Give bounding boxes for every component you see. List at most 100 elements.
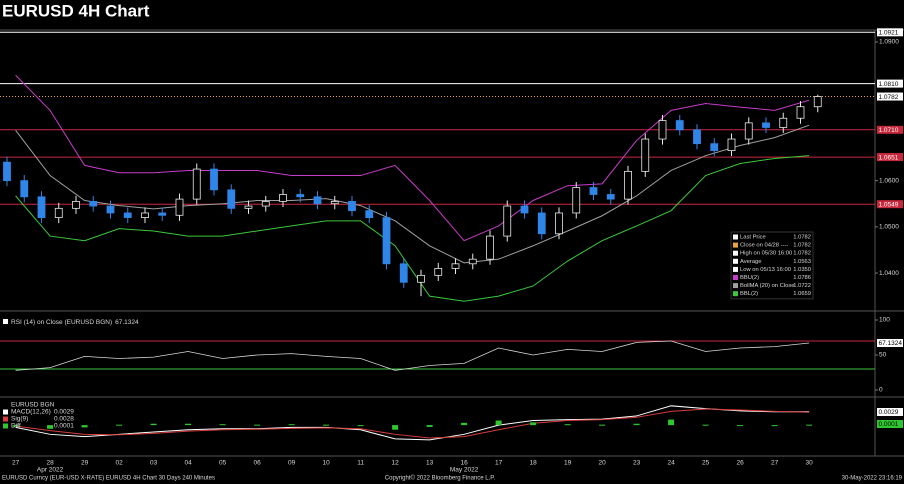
x-tick-label: 10 — [322, 460, 330, 467]
legend-label: BBL(2) — [740, 291, 758, 297]
diff-bar — [219, 424, 226, 426]
panel-title: EURUSD BGN — [11, 402, 55, 409]
diff-bar — [185, 423, 192, 426]
x-tick-label: 02 — [115, 460, 123, 467]
legend-label: Low on 05/13 16:00 — [740, 267, 791, 273]
x-tick-label: 28 — [46, 460, 54, 467]
level-label: 1.0921 — [879, 30, 899, 37]
candle-body — [434, 268, 443, 276]
x-tick-label: 29 — [81, 460, 89, 467]
last-value-label-box — [877, 408, 903, 416]
x-group-label: Apr 2022 — [37, 467, 64, 474]
diff-bar — [323, 424, 330, 426]
diff-bar — [254, 424, 261, 426]
diff-bar — [668, 419, 675, 426]
level-label: 1.0782 — [879, 94, 899, 101]
candle-body — [417, 274, 425, 283]
candle-body — [279, 194, 287, 202]
level-label: 1.0810 — [879, 81, 899, 88]
legend-swatch — [733, 250, 738, 256]
legend-swatch — [3, 423, 8, 429]
candle-body — [710, 143, 719, 151]
y-tick-label: 50 — [879, 352, 887, 359]
candle-body — [399, 263, 408, 283]
level-label: 1.0710 — [879, 127, 899, 134]
diff-bar — [357, 425, 364, 427]
candle-body — [20, 180, 29, 198]
y-tick-label: 100 — [879, 317, 890, 324]
y-tick-label: 1.0600 — [879, 177, 899, 184]
band-line — [15, 74, 810, 242]
footer-right: 30-May-2022 23:16:19 — [842, 476, 903, 482]
legend-value: 0.0001 — [54, 423, 74, 430]
diff-bar — [150, 423, 157, 426]
x-tick-label: 16 — [460, 460, 468, 467]
y-tick-label: 1.0500 — [879, 224, 899, 231]
diff-bar — [81, 425, 88, 428]
legend-swatch — [733, 242, 738, 248]
legend-label: Diff — [11, 423, 21, 430]
footer-center: Copyright© 2022 Bloomberg Finance L.P. — [385, 475, 496, 482]
candle-body — [106, 205, 115, 214]
legend-box — [730, 231, 814, 300]
candle-body — [641, 138, 650, 172]
candle-body — [37, 196, 46, 218]
legend-value: 1.0782 — [793, 243, 811, 249]
candle-body — [330, 201, 339, 205]
diff-bar — [426, 425, 433, 427]
macd-line — [15, 405, 810, 441]
legend-value: 1.0563 — [793, 259, 811, 265]
candle-body — [658, 120, 667, 140]
diff-bar — [495, 420, 502, 426]
candle-body — [89, 201, 98, 207]
candle-body — [123, 212, 132, 218]
candle-body — [72, 201, 80, 209]
legend-swatch — [733, 291, 738, 297]
level-label-box — [877, 125, 903, 134]
candle-body — [468, 258, 477, 265]
panel-frames — [0, 29, 904, 457]
legend-swatch — [733, 234, 738, 240]
candle-body — [503, 205, 512, 237]
band-line — [15, 124, 810, 264]
diff-bar — [116, 424, 123, 426]
last-value-label: 0.0029 — [879, 409, 899, 416]
y-tick-label: 1.0400 — [879, 270, 899, 277]
last-value-label: 67.1324 — [879, 340, 903, 347]
candle-body — [589, 187, 598, 195]
last-value-label-box — [877, 339, 903, 348]
legend-value: 1.0782 — [793, 235, 811, 241]
last-value-label-box — [877, 420, 903, 428]
candle-body — [227, 189, 236, 209]
legend-label: Last Price — [740, 235, 766, 241]
diff-bar — [530, 422, 537, 426]
chart-title: EURUSD 4H Chart — [2, 1, 150, 20]
candle-body — [486, 235, 494, 260]
legend-label: Average — [740, 259, 762, 265]
candle-body — [348, 201, 356, 212]
candle-body — [210, 168, 218, 191]
candle-body — [261, 201, 270, 207]
legend-swatch — [733, 283, 738, 289]
x-tick-label: 30 — [805, 460, 813, 467]
candle-body — [572, 187, 581, 214]
x-tick-label: 24 — [667, 460, 675, 467]
candle-body — [141, 212, 149, 218]
x-tick-label: 11 — [357, 460, 364, 467]
x-tick-label: 04 — [184, 460, 192, 467]
diff-bar — [461, 422, 468, 426]
band-line — [15, 155, 810, 302]
legend-label: BollMA (20) on Close — [740, 283, 794, 289]
legend-value: 1.0722 — [793, 283, 811, 289]
legend-value: 1.0350 — [793, 267, 811, 273]
x-group-label: May 2022 — [450, 467, 479, 474]
level-label-box — [877, 153, 903, 162]
rsi-line — [15, 340, 810, 371]
candle-body — [624, 170, 632, 200]
diff-bar — [599, 424, 606, 426]
y-tick-label: 1.0900 — [879, 39, 899, 46]
candle-body — [555, 212, 563, 235]
legend-label: BBU(2) — [740, 275, 759, 281]
legend-label: MACD(12,26) — [11, 409, 51, 416]
